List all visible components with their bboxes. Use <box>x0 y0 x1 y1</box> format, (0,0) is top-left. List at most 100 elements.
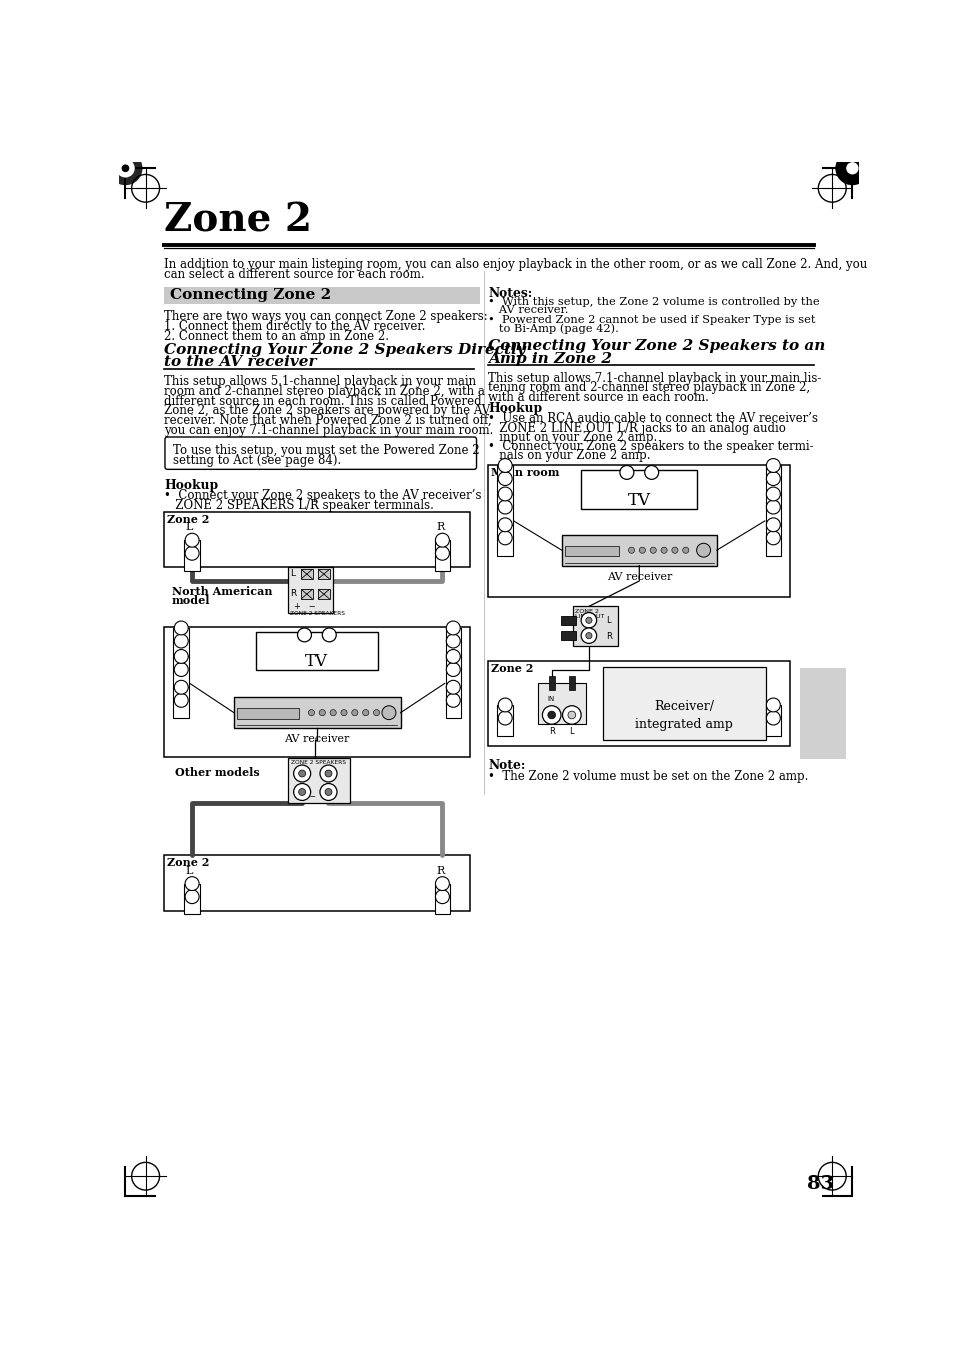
Bar <box>288 567 333 613</box>
Bar <box>435 540 450 571</box>
Text: R: R <box>436 523 444 532</box>
Text: 1. Connect them directly to the AV receiver.: 1. Connect them directly to the AV recei… <box>164 320 425 332</box>
Circle shape <box>297 628 311 642</box>
Bar <box>765 494 781 524</box>
Circle shape <box>185 877 199 890</box>
Bar <box>184 884 199 915</box>
Bar <box>300 569 313 580</box>
Circle shape <box>109 151 142 185</box>
Text: •  With this setup, the Zone 2 volume is controlled by the: • With this setup, the Zone 2 volume is … <box>488 297 819 307</box>
Bar <box>765 466 781 496</box>
Text: 2. Connect them to an amp in Zone 2.: 2. Connect them to an amp in Zone 2. <box>164 330 389 343</box>
Text: ZONE 2 SPEAKERS: ZONE 2 SPEAKERS <box>291 761 346 766</box>
Circle shape <box>174 693 188 708</box>
Bar <box>573 607 618 646</box>
Circle shape <box>682 547 688 554</box>
Text: model: model <box>172 594 211 605</box>
Circle shape <box>319 765 336 782</box>
Circle shape <box>497 471 512 485</box>
Circle shape <box>765 698 780 712</box>
Text: North American: North American <box>172 585 273 597</box>
Circle shape <box>446 650 459 663</box>
Circle shape <box>585 632 592 639</box>
Text: R: R <box>436 866 444 875</box>
Bar <box>173 688 189 719</box>
Circle shape <box>660 547 666 554</box>
Circle shape <box>185 546 199 561</box>
Text: tening room and 2-channel stereo playback in Zone 2,: tening room and 2-channel stereo playbac… <box>488 381 809 394</box>
Text: L: L <box>605 616 610 626</box>
Bar <box>184 540 199 571</box>
Circle shape <box>373 709 379 716</box>
Text: There are two ways you can connect Zone 2 speakers:: There are two ways you can connect Zone … <box>164 309 487 323</box>
Bar <box>300 589 313 600</box>
Bar <box>568 677 575 690</box>
Bar <box>435 884 450 915</box>
Circle shape <box>435 534 449 547</box>
Text: This setup allows 5.1-channel playback in your main: This setup allows 5.1-channel playback i… <box>164 376 476 388</box>
Text: R: R <box>548 727 554 735</box>
Circle shape <box>330 709 335 716</box>
Text: setting to Act (see page 84).: setting to Act (see page 84). <box>173 454 341 467</box>
Circle shape <box>319 784 336 800</box>
Bar <box>317 569 330 580</box>
Text: Zone 2: Zone 2 <box>164 201 312 239</box>
Text: nals on your Zone 2 amp.: nals on your Zone 2 amp. <box>488 450 650 462</box>
Bar <box>564 546 618 557</box>
Text: L: L <box>291 570 295 578</box>
Text: Zone 2: Zone 2 <box>167 858 210 869</box>
Circle shape <box>185 534 199 547</box>
Bar <box>288 758 350 802</box>
Bar <box>580 470 697 508</box>
Bar <box>173 657 189 688</box>
Bar <box>561 535 716 566</box>
Bar <box>317 589 330 600</box>
Text: R: R <box>291 589 296 597</box>
Circle shape <box>446 681 459 694</box>
Circle shape <box>497 698 512 712</box>
Bar <box>765 705 781 736</box>
Circle shape <box>185 890 199 904</box>
FancyBboxPatch shape <box>165 436 476 469</box>
Circle shape <box>628 547 634 554</box>
Circle shape <box>765 711 780 725</box>
Text: In addition to your main listening room, you can also enjoy playback in the othe: In addition to your main listening room,… <box>164 258 866 272</box>
Bar <box>560 616 576 626</box>
Circle shape <box>435 877 449 890</box>
Circle shape <box>435 890 449 904</box>
Circle shape <box>121 165 130 172</box>
Circle shape <box>294 765 311 782</box>
Circle shape <box>497 711 512 725</box>
Text: To use this setup, you must set the Powered Zone 2: To use this setup, you must set the Powe… <box>173 444 479 457</box>
Circle shape <box>567 711 575 719</box>
Circle shape <box>308 709 314 716</box>
Text: Hookup: Hookup <box>164 478 218 492</box>
Circle shape <box>322 628 335 642</box>
Text: Zone 2, as the Zone 2 speakers are powered by the AV: Zone 2, as the Zone 2 speakers are power… <box>164 404 490 417</box>
Text: •  Use an RCA audio cable to connect the AV receiver’s: • Use an RCA audio cable to connect the … <box>488 412 818 426</box>
Text: •  The Zone 2 volume must be set on the Zone 2 amp.: • The Zone 2 volume must be set on the Z… <box>488 770 808 782</box>
Bar <box>488 465 790 597</box>
Text: Notes:: Notes: <box>488 286 532 300</box>
Bar <box>445 657 460 688</box>
Text: Amp in Zone 2: Amp in Zone 2 <box>488 351 612 366</box>
Circle shape <box>497 488 512 501</box>
Text: ZONE 2: ZONE 2 <box>575 609 598 613</box>
Circle shape <box>765 458 780 473</box>
Bar <box>236 708 298 719</box>
Bar <box>445 628 460 659</box>
Text: •  Powered Zone 2 cannot be used if Speaker Type is set: • Powered Zone 2 cannot be used if Speak… <box>488 315 815 326</box>
Circle shape <box>639 547 645 554</box>
Circle shape <box>298 770 305 777</box>
Bar <box>497 705 513 736</box>
Circle shape <box>585 617 592 623</box>
Circle shape <box>671 547 678 554</box>
Text: different source in each room. This is called Powered: different source in each room. This is c… <box>164 394 481 408</box>
Circle shape <box>845 162 858 174</box>
Text: 83: 83 <box>806 1175 834 1193</box>
Circle shape <box>562 705 580 724</box>
Bar <box>233 697 400 728</box>
Text: ZONE 2 SPEAKERS L/R speaker terminals.: ZONE 2 SPEAKERS L/R speaker terminals. <box>164 499 434 512</box>
Circle shape <box>352 709 357 716</box>
Text: IN: IN <box>547 696 555 701</box>
